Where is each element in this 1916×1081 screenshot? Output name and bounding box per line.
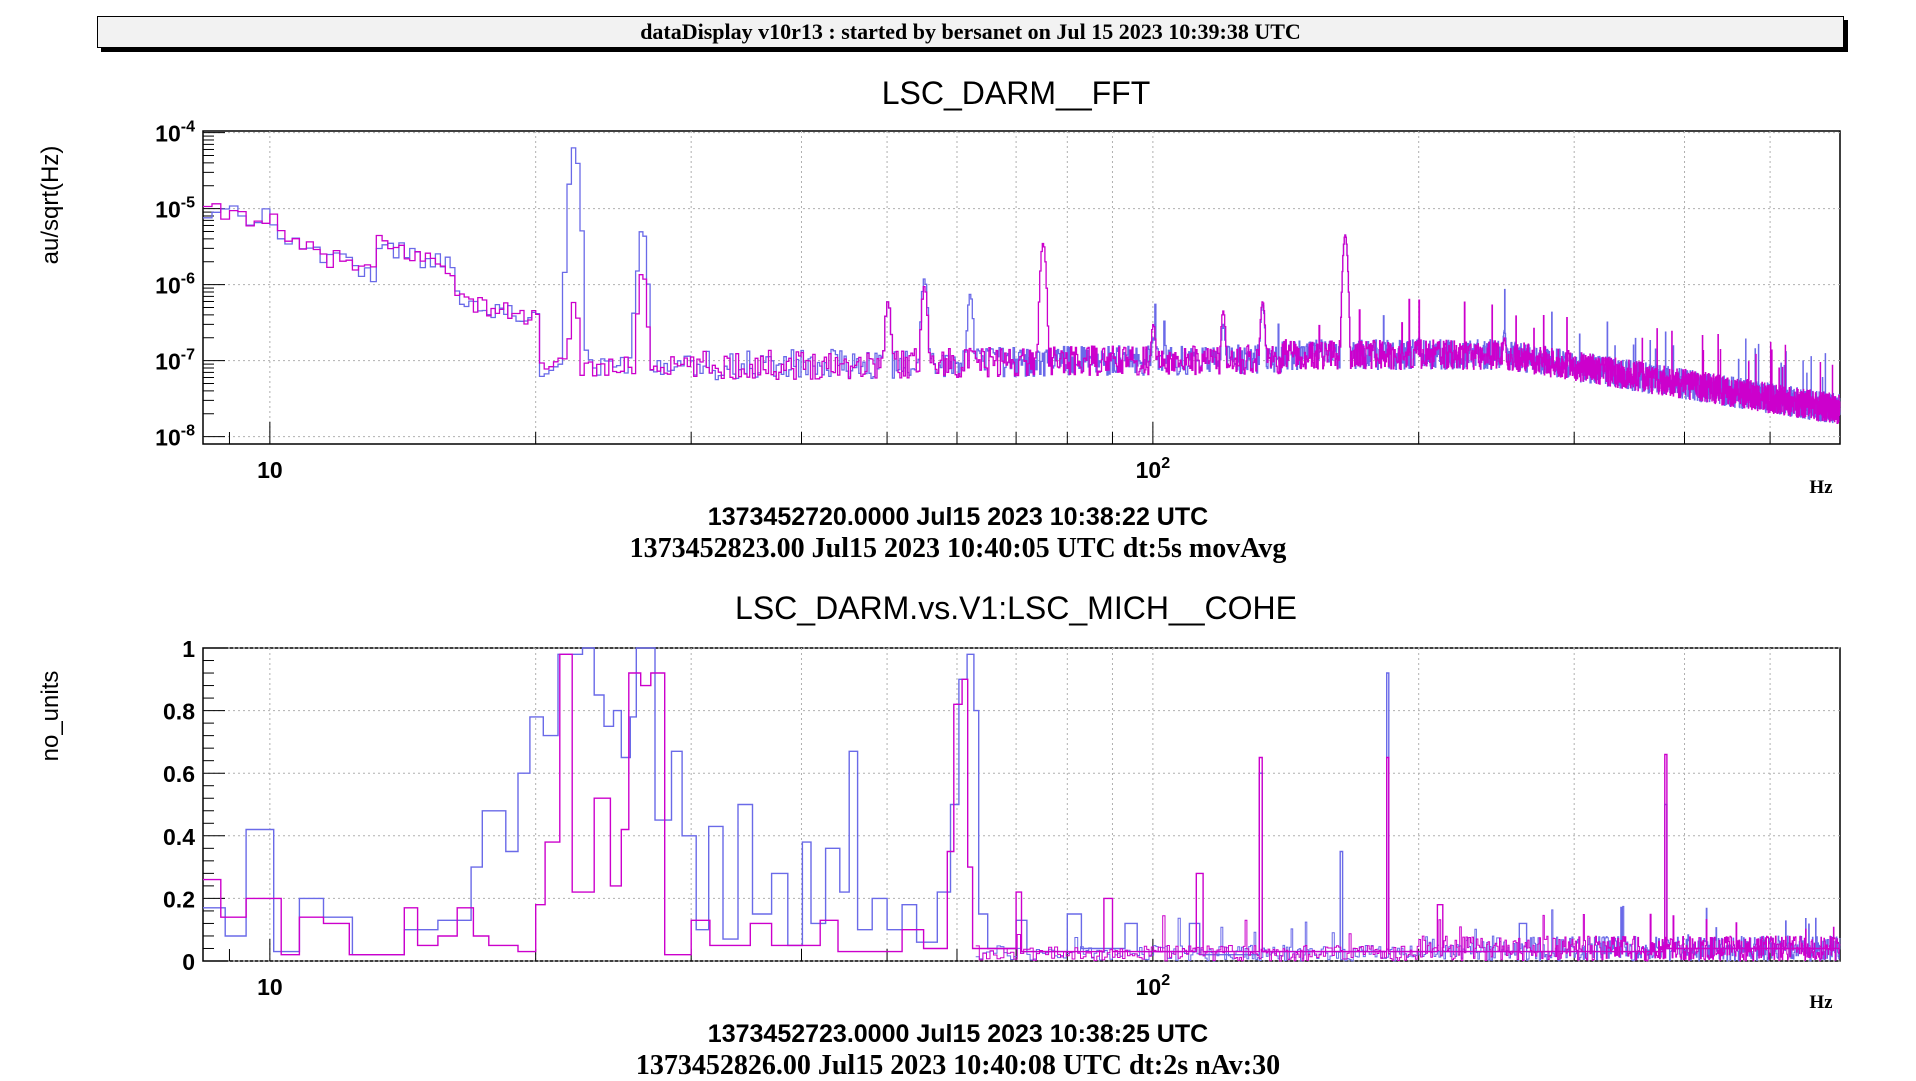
series-a-line xyxy=(203,647,1840,956)
fft-time-label-a: 1373452720.0000 Jul15 2023 10:38:22 UTC xyxy=(708,503,1208,531)
cohe-xlabel: Hz xyxy=(1809,992,1833,1013)
y-tick-label: 0.6 xyxy=(163,761,195,787)
x-tick-label: 10 xyxy=(257,457,283,483)
fft-series xyxy=(203,147,1841,425)
y-tick-label: 10-7 xyxy=(155,347,195,375)
cohe-ticks: 10 102 0 0.2 0.4 0.6 0.8 1 xyxy=(163,636,1771,1000)
series-b-line xyxy=(203,653,1840,956)
y-tick-label: 0.8 xyxy=(163,699,195,725)
x-tick-label: 102 xyxy=(1136,972,1171,1000)
cohe-series xyxy=(203,647,1841,962)
app-banner: dataDisplay v10r13 : started by bersanet… xyxy=(97,16,1844,48)
y-tick-label: 10-8 xyxy=(155,423,195,451)
coherence-panel: LSC_DARM.vs.V1:LSC_MICH__COHE no_units 1… xyxy=(37,590,1841,1081)
series-b-line xyxy=(203,203,1841,425)
fft-ylabel: au/sqrt(Hz) xyxy=(37,146,64,265)
cohe-ylabel: no_units xyxy=(37,671,64,762)
y-tick-label: 10-6 xyxy=(155,271,195,299)
fft-plot-frame xyxy=(202,130,1841,445)
cohe-title: LSC_DARM.vs.V1:LSC_MICH__COHE xyxy=(735,590,1297,626)
cohe-time-label-a: 1373452723.0000 Jul15 2023 10:38:25 UTC xyxy=(708,1020,1208,1048)
x-tick-label: 10 xyxy=(257,974,283,1000)
y-tick-label: 1 xyxy=(182,636,195,662)
y-tick-label: 0.4 xyxy=(163,824,195,850)
series-b-line-noise xyxy=(975,913,1841,962)
fft-panel: LSC_DARM__FFT au/sqrt(Hz) 10 10210-410-51… xyxy=(37,75,1841,564)
y-tick-label: 10-5 xyxy=(155,195,195,223)
y-tick-label: 0 xyxy=(182,949,195,975)
x-tick-label: 102 xyxy=(1136,455,1171,483)
fft-time-label-b: 1373452823.00 Jul15 2023 10:40:05 UTC dt… xyxy=(630,533,1287,564)
fft-xlabel: Hz xyxy=(1809,477,1833,498)
fft-title: LSC_DARM__FFT xyxy=(882,75,1151,111)
cohe-time-label-b: 1373452826.00 Jul15 2023 10:40:08 UTC dt… xyxy=(636,1050,1280,1081)
y-tick-label: 10-4 xyxy=(155,119,195,147)
y-tick-label: 0.2 xyxy=(163,886,195,912)
fft-ticks: 10 102 10-4 10-5 10-6 10-7 10-8 xyxy=(155,119,1771,483)
